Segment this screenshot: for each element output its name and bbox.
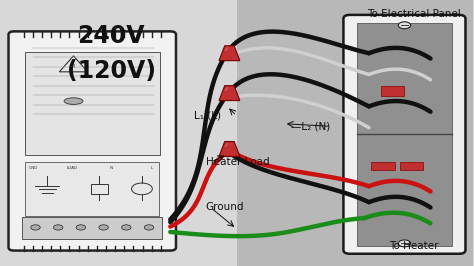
Text: L: L <box>150 165 153 170</box>
Text: IN: IN <box>110 165 114 170</box>
Circle shape <box>99 225 109 230</box>
Text: (120V): (120V) <box>67 59 155 82</box>
Text: —L₂ (N): —L₂ (N) <box>291 121 330 131</box>
Circle shape <box>398 22 410 29</box>
Bar <box>381 86 404 96</box>
Text: 240V: 240V <box>77 24 145 48</box>
Circle shape <box>54 225 63 230</box>
Text: Ground: Ground <box>206 202 244 213</box>
Bar <box>400 162 423 170</box>
FancyBboxPatch shape <box>25 162 159 216</box>
Text: To Electrical Panel: To Electrical Panel <box>367 9 461 19</box>
FancyBboxPatch shape <box>0 0 237 266</box>
Polygon shape <box>219 46 240 61</box>
FancyBboxPatch shape <box>22 217 162 239</box>
Text: GND: GND <box>28 165 38 170</box>
Ellipse shape <box>64 98 83 104</box>
Text: !: ! <box>72 64 75 69</box>
FancyBboxPatch shape <box>9 31 176 251</box>
Text: To Heater: To Heater <box>389 241 438 251</box>
FancyBboxPatch shape <box>25 52 160 155</box>
FancyBboxPatch shape <box>237 0 473 266</box>
FancyBboxPatch shape <box>357 23 452 246</box>
Circle shape <box>76 225 86 230</box>
Bar <box>91 184 108 194</box>
Bar <box>371 162 395 170</box>
Polygon shape <box>219 86 240 101</box>
Text: LOAD: LOAD <box>67 165 78 170</box>
FancyBboxPatch shape <box>344 15 465 254</box>
Circle shape <box>31 225 40 230</box>
Circle shape <box>144 225 154 230</box>
Text: L₁ (L): L₁ (L) <box>194 111 221 121</box>
Circle shape <box>398 240 410 247</box>
Text: Heater Load: Heater Load <box>206 157 269 167</box>
Polygon shape <box>219 142 240 156</box>
Circle shape <box>121 225 131 230</box>
